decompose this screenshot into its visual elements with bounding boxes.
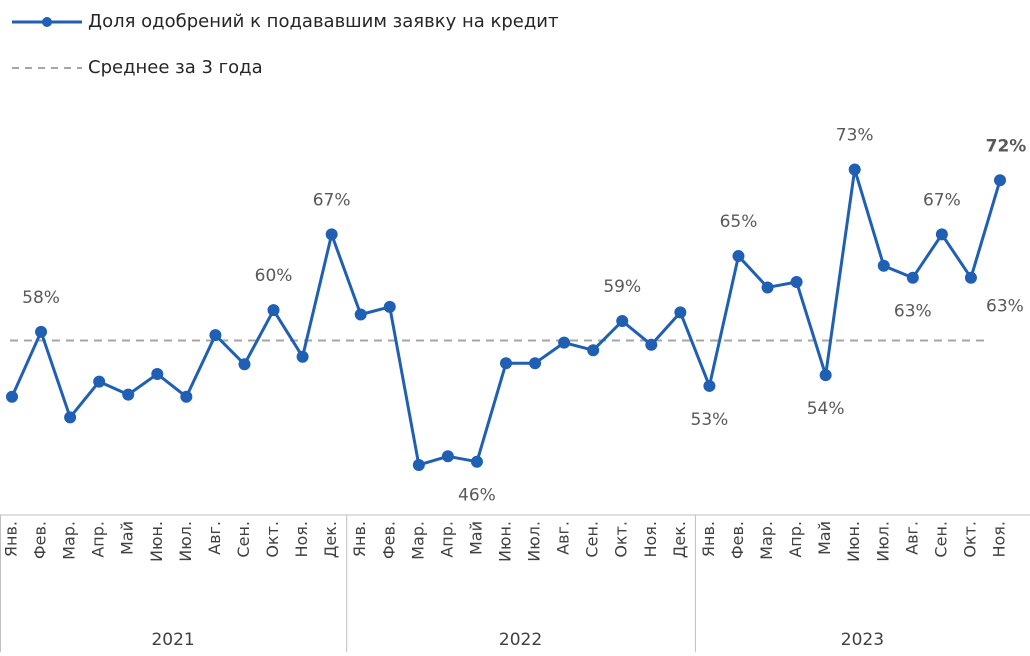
x-tick-label: Май: [118, 521, 137, 555]
value-label: 54%: [807, 399, 845, 419]
line-series: [10, 167, 1002, 467]
x-tick-label: Июл.: [873, 521, 892, 562]
x-tick-label: Апр.: [786, 521, 805, 558]
value-label: 63%: [894, 302, 932, 322]
x-tick-label: Окт.: [263, 521, 282, 558]
data-point: [703, 379, 716, 392]
x-tick-label: Авг.: [205, 521, 224, 555]
x-tick-label: Мар.: [60, 521, 79, 560]
year-label: 2023: [841, 630, 884, 650]
data-point: [732, 250, 745, 263]
data-point: [935, 228, 948, 241]
x-tick-label: Июн.: [147, 521, 166, 562]
x-tick-label: Янв.: [350, 521, 369, 557]
legend-label: Среднее за 3 года: [88, 57, 263, 78]
data-point: [964, 271, 977, 284]
data-point: [180, 390, 193, 403]
value-label: 67%: [923, 190, 961, 210]
legend-marker: [42, 17, 52, 27]
x-tick-label: Сен.: [583, 521, 602, 558]
data-point: [470, 455, 483, 468]
data-point: [587, 344, 600, 357]
x-tick-label: Ноя.: [292, 521, 311, 558]
data-point: [64, 411, 77, 424]
value-label: 65%: [720, 212, 758, 232]
data-point: [412, 458, 425, 471]
data-point: [790, 276, 803, 289]
x-tick-label: Фев.: [728, 521, 747, 559]
value-label: 63%: [986, 297, 1024, 317]
year-label: 2022: [499, 630, 542, 650]
data-point: [645, 338, 658, 351]
data-point: [354, 308, 367, 321]
data-point: [674, 306, 687, 319]
x-tick-label: Янв.: [699, 521, 718, 557]
data-point: [383, 300, 396, 313]
data-point: [500, 357, 512, 370]
data-point: [558, 336, 571, 349]
x-tick-label: Апр.: [89, 521, 108, 558]
data-point: [209, 329, 222, 342]
data-point: [906, 271, 919, 284]
x-tick-label: Дек.: [670, 521, 689, 558]
value-label: 60%: [255, 266, 293, 286]
data-point: [819, 369, 832, 382]
data-point: [848, 163, 861, 176]
x-tick-label: Ноя.: [641, 521, 660, 558]
x-tick-label: Сен.: [234, 521, 253, 558]
value-label: 46%: [458, 486, 496, 506]
value-label: 58%: [22, 288, 60, 308]
year-label: 2021: [151, 630, 194, 650]
x-tick-label: Фев.: [31, 521, 50, 559]
value-label: 67%: [313, 190, 351, 210]
x-tick-label: Авг.: [554, 521, 573, 555]
x-tick-label: Авг.: [902, 521, 921, 555]
x-tick-label: Июн.: [844, 521, 863, 562]
data-point: [6, 390, 18, 403]
legend-label: Доля одобрений к подававшим заявку на кр…: [88, 11, 558, 32]
data-point: [529, 357, 542, 370]
value-label: 53%: [691, 410, 729, 430]
data-point: [441, 450, 454, 463]
data-point: [35, 325, 48, 338]
x-tick-label: Май: [815, 521, 834, 555]
data-point: [267, 304, 280, 317]
x-tick-label: Окт.: [960, 521, 979, 558]
data-point: [616, 315, 629, 327]
data-point: [761, 281, 774, 294]
x-tick-label: Окт.: [612, 521, 631, 558]
data-point: [93, 375, 106, 388]
x-tick-label: Май: [466, 521, 485, 555]
x-tick-label: Июн.: [496, 521, 515, 562]
data-point: [151, 368, 164, 381]
x-tick-label: Мар.: [757, 521, 776, 560]
x-tick-label: Янв.: [2, 521, 21, 557]
x-tick-label: Ноя.: [990, 521, 1009, 558]
data-point: [296, 350, 309, 363]
x-tick-label: Мар.: [408, 521, 427, 560]
x-tick-label: Апр.: [437, 521, 456, 558]
value-label: 73%: [836, 125, 874, 145]
x-tick-label: Июл.: [525, 521, 544, 562]
data-point: [122, 388, 135, 401]
legend: Доля одобрений к подававшим заявку на кр…: [12, 11, 558, 78]
x-tick-label: Сен.: [931, 521, 950, 558]
x-tick-label: Дек.: [321, 521, 340, 558]
value-label: 72%: [986, 136, 1027, 156]
data-point: [877, 259, 890, 272]
x-tick-label: Июл.: [176, 521, 195, 562]
x-tick-label: Фев.: [379, 521, 398, 559]
data-point: [994, 174, 1006, 187]
data-point: [325, 228, 338, 241]
data-point: [238, 358, 251, 371]
value-label: 59%: [603, 277, 641, 297]
